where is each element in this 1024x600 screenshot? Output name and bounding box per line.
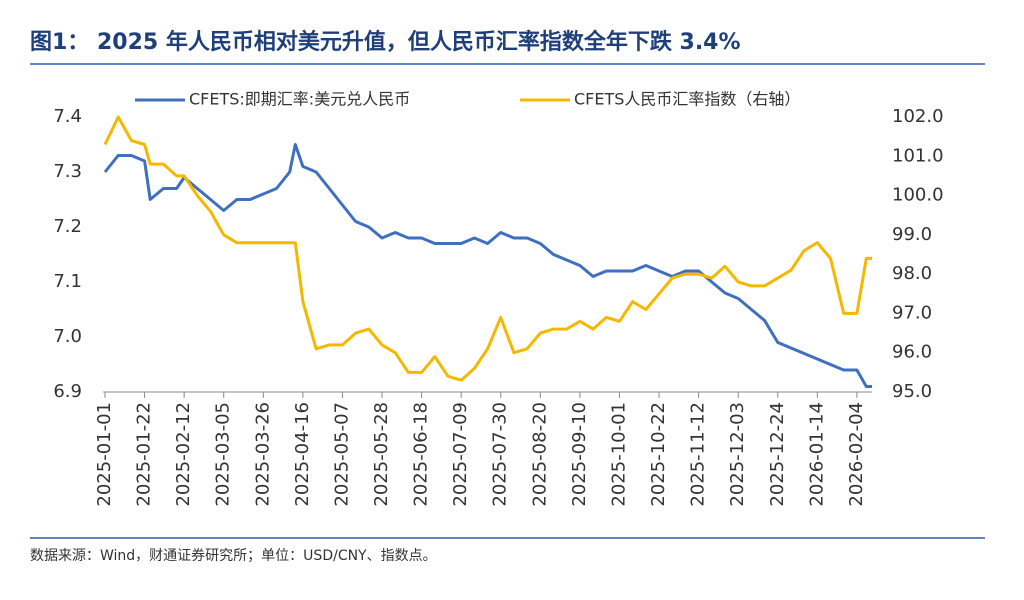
y2-tick-label: 95.0 — [892, 381, 932, 402]
x-tick-label: 2025-02-12 — [173, 402, 194, 507]
y-tick-label: 7.1 — [53, 271, 82, 292]
x-tick-label: 2025-12-24 — [767, 402, 788, 507]
x-tick-label: 2025-12-03 — [727, 402, 748, 507]
source: 数据来源：Wind，财通证券研究所；单位：USD/CNY、指数点。 — [30, 548, 437, 564]
y-tick-label: 7.4 — [53, 106, 82, 127]
x-tick-label: 2025-01-22 — [134, 402, 155, 507]
y2-tick-label: 102.0 — [892, 106, 944, 127]
x-tick-label: 2025-08-20 — [529, 402, 550, 507]
y2-tick-label: 98.0 — [892, 263, 932, 284]
y-tick-label: 7.3 — [53, 161, 82, 182]
series-line — [103, 143, 872, 388]
y2-tick-label: 97.0 — [892, 302, 932, 323]
y2-tick-label: 100.0 — [892, 185, 944, 206]
legend-label: CFETS人民币汇率指数（右轴） — [574, 90, 800, 109]
x-tick-label: 2025-11-12 — [688, 402, 709, 507]
y2-tick-label: 99.0 — [892, 224, 932, 245]
y2-tick-label: 101.0 — [892, 145, 944, 166]
x-tick-label: 2026-01-14 — [806, 402, 827, 507]
legend-label: CFETS:即期汇率:美元兑人民币 — [189, 90, 410, 109]
series-line — [103, 115, 872, 382]
x-tick-label: 2025-03-05 — [213, 402, 234, 507]
y2-tick-label: 96.0 — [892, 342, 932, 363]
y-tick-label: 6.9 — [53, 381, 82, 402]
x-tick-label: 2026-02-04 — [846, 402, 867, 507]
x-tick-label: 2025-10-01 — [608, 402, 629, 507]
chart-title: 图1： 2025 年人民币相对美元升值，但人民币汇率指数全年下跌 3.4% — [30, 29, 741, 55]
x-tick-label: 2025-09-10 — [569, 402, 590, 507]
x-tick-label: 2025-04-16 — [292, 402, 313, 507]
y-tick-label: 7.0 — [53, 326, 82, 347]
x-tick-label: 2025-05-28 — [371, 402, 392, 507]
y-tick-label: 7.2 — [53, 216, 82, 237]
x-tick-label: 2025-01-01 — [94, 402, 115, 507]
x-tick-label: 2025-05-07 — [331, 402, 352, 507]
x-tick-label: 2025-03-26 — [252, 402, 273, 507]
x-tick-label: 2025-10-22 — [648, 402, 669, 507]
x-tick-label: 2025-07-30 — [490, 402, 511, 507]
x-tick-label: 2025-07-09 — [450, 402, 471, 507]
x-tick-label: 2025-06-18 — [411, 402, 432, 507]
